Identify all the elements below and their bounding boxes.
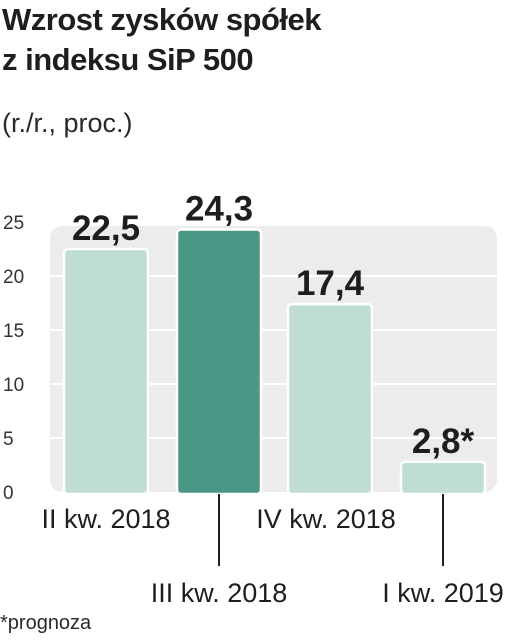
x-category-label: IV kw. 2018	[256, 504, 396, 534]
data-label: 2,8*	[412, 422, 475, 461]
chart-title-line-2: z indeksu SiP 500	[2, 42, 254, 77]
data-label: 22,5	[72, 209, 140, 248]
y-tick-label: 5	[3, 429, 14, 450]
x-category-label: II kw. 2018	[41, 504, 170, 534]
chart-title: Wzrost zysków spółek z indeksu SiP 500	[2, 0, 322, 80]
y-tick-label: 10	[3, 375, 24, 396]
y-tick-label: 0	[3, 483, 14, 504]
bar	[175, 228, 263, 496]
bar	[399, 460, 487, 496]
chart-title-line-1: Wzrost zysków spółek	[2, 2, 322, 37]
y-tick-label: 20	[3, 267, 24, 288]
y-tick-label: 25	[3, 213, 24, 234]
data-label: 17,4	[296, 264, 365, 303]
plot-background	[50, 226, 497, 492]
y-tick-label: 15	[3, 321, 24, 342]
bar	[286, 302, 374, 496]
data-label: 24,3	[185, 190, 253, 229]
footnote: *prognoza	[0, 612, 92, 634]
chart-subtitle: (r./r., proc.)	[2, 108, 133, 138]
x-category-label: I kw. 2019	[382, 578, 504, 608]
bar	[62, 247, 150, 496]
x-category-label: III kw. 2018	[151, 578, 288, 608]
